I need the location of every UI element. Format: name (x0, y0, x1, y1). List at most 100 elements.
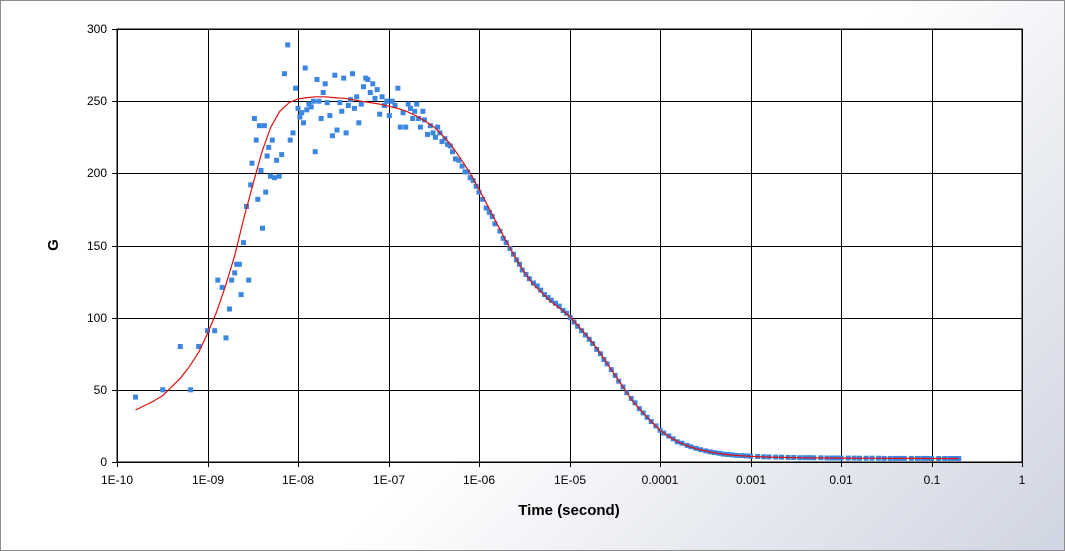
data-point (489, 214, 495, 220)
data-point (301, 120, 306, 126)
data-point (579, 328, 585, 334)
data-point (229, 277, 235, 283)
data-point (372, 95, 378, 101)
data-point (310, 98, 316, 104)
data-point (318, 116, 324, 121)
data-point (297, 114, 303, 120)
data-point (343, 130, 349, 136)
data-point (467, 175, 473, 181)
data-point (334, 127, 340, 133)
x-tick-label: 1E-07 (373, 473, 405, 487)
data-point (324, 100, 330, 106)
data-point (350, 71, 355, 77)
data-point (456, 157, 462, 163)
fit-line (135, 96, 959, 460)
data-point (534, 283, 540, 289)
data-point (427, 123, 433, 129)
data-point (473, 183, 479, 189)
data-point (272, 175, 277, 181)
data-point (377, 111, 383, 117)
data-point (374, 87, 380, 93)
data-point (408, 105, 413, 111)
x-tick-label: 0.0001 (642, 473, 679, 487)
data-point (582, 332, 588, 338)
data-point (556, 303, 562, 309)
data-point (279, 152, 285, 158)
data-point (594, 346, 600, 352)
data-point (632, 400, 638, 406)
x-tick-label: 1 (1019, 473, 1026, 487)
data-point (459, 163, 465, 169)
x-tick-label: 0.01 (829, 473, 853, 487)
data-point (188, 387, 194, 393)
plot-area (117, 29, 1022, 462)
data-point (339, 108, 345, 114)
data-point (236, 261, 242, 267)
data-point (341, 75, 347, 81)
y-tick-label: 200 (87, 166, 107, 180)
data-point (470, 178, 476, 184)
data-point (306, 101, 312, 107)
data-point (519, 267, 525, 273)
data-point (308, 104, 314, 110)
data-point (248, 182, 254, 188)
data-point (196, 344, 202, 349)
data-point (386, 113, 392, 119)
data-point (312, 149, 318, 155)
data-point (234, 261, 240, 267)
data-point (365, 77, 371, 82)
x-tick-label: 0.1 (924, 473, 941, 487)
data-point (370, 81, 376, 87)
y-tick-label: 250 (87, 94, 107, 108)
x-tick-label: 1E-09 (192, 473, 224, 487)
data-point (420, 108, 426, 114)
data-point (261, 123, 267, 129)
data-point (274, 157, 280, 163)
data-point (266, 144, 272, 150)
data-point (263, 189, 269, 195)
y-tick-label: 150 (87, 239, 107, 253)
data-point (425, 131, 430, 137)
data-point (285, 42, 291, 48)
x-tick-label: 1E-08 (282, 473, 314, 487)
data-point (553, 300, 558, 306)
data-point (238, 292, 244, 298)
data-point (215, 277, 221, 283)
data-point (337, 100, 343, 106)
data-point (232, 270, 238, 276)
data-point (267, 173, 273, 179)
data-point (302, 65, 308, 71)
data-point (500, 235, 506, 241)
data-point (327, 113, 333, 119)
data-point (255, 196, 261, 202)
data-point (260, 225, 265, 231)
data-point (435, 124, 441, 130)
data-point (160, 387, 166, 393)
data-point (293, 85, 299, 91)
data-point (269, 137, 275, 143)
data-point (410, 116, 416, 121)
data-point (432, 134, 438, 140)
x-tick-label: 0.001 (736, 473, 766, 487)
data-point (299, 110, 305, 116)
data-point (417, 124, 423, 130)
data-point (290, 130, 296, 136)
data-point (414, 101, 420, 107)
data-point (367, 90, 373, 95)
data-point (314, 77, 320, 82)
data-point (575, 323, 581, 329)
data-point (538, 287, 544, 293)
data-point (462, 169, 468, 175)
data-point (379, 94, 385, 100)
data-point (282, 71, 287, 77)
data-point (422, 117, 427, 123)
data-point (439, 139, 445, 145)
data-point (251, 116, 257, 121)
data-point (322, 81, 328, 87)
data-point (264, 153, 270, 159)
data-point (497, 228, 503, 234)
x-axis-title: Time (second) (518, 502, 619, 519)
data-point (329, 133, 335, 139)
data-point (416, 116, 422, 121)
